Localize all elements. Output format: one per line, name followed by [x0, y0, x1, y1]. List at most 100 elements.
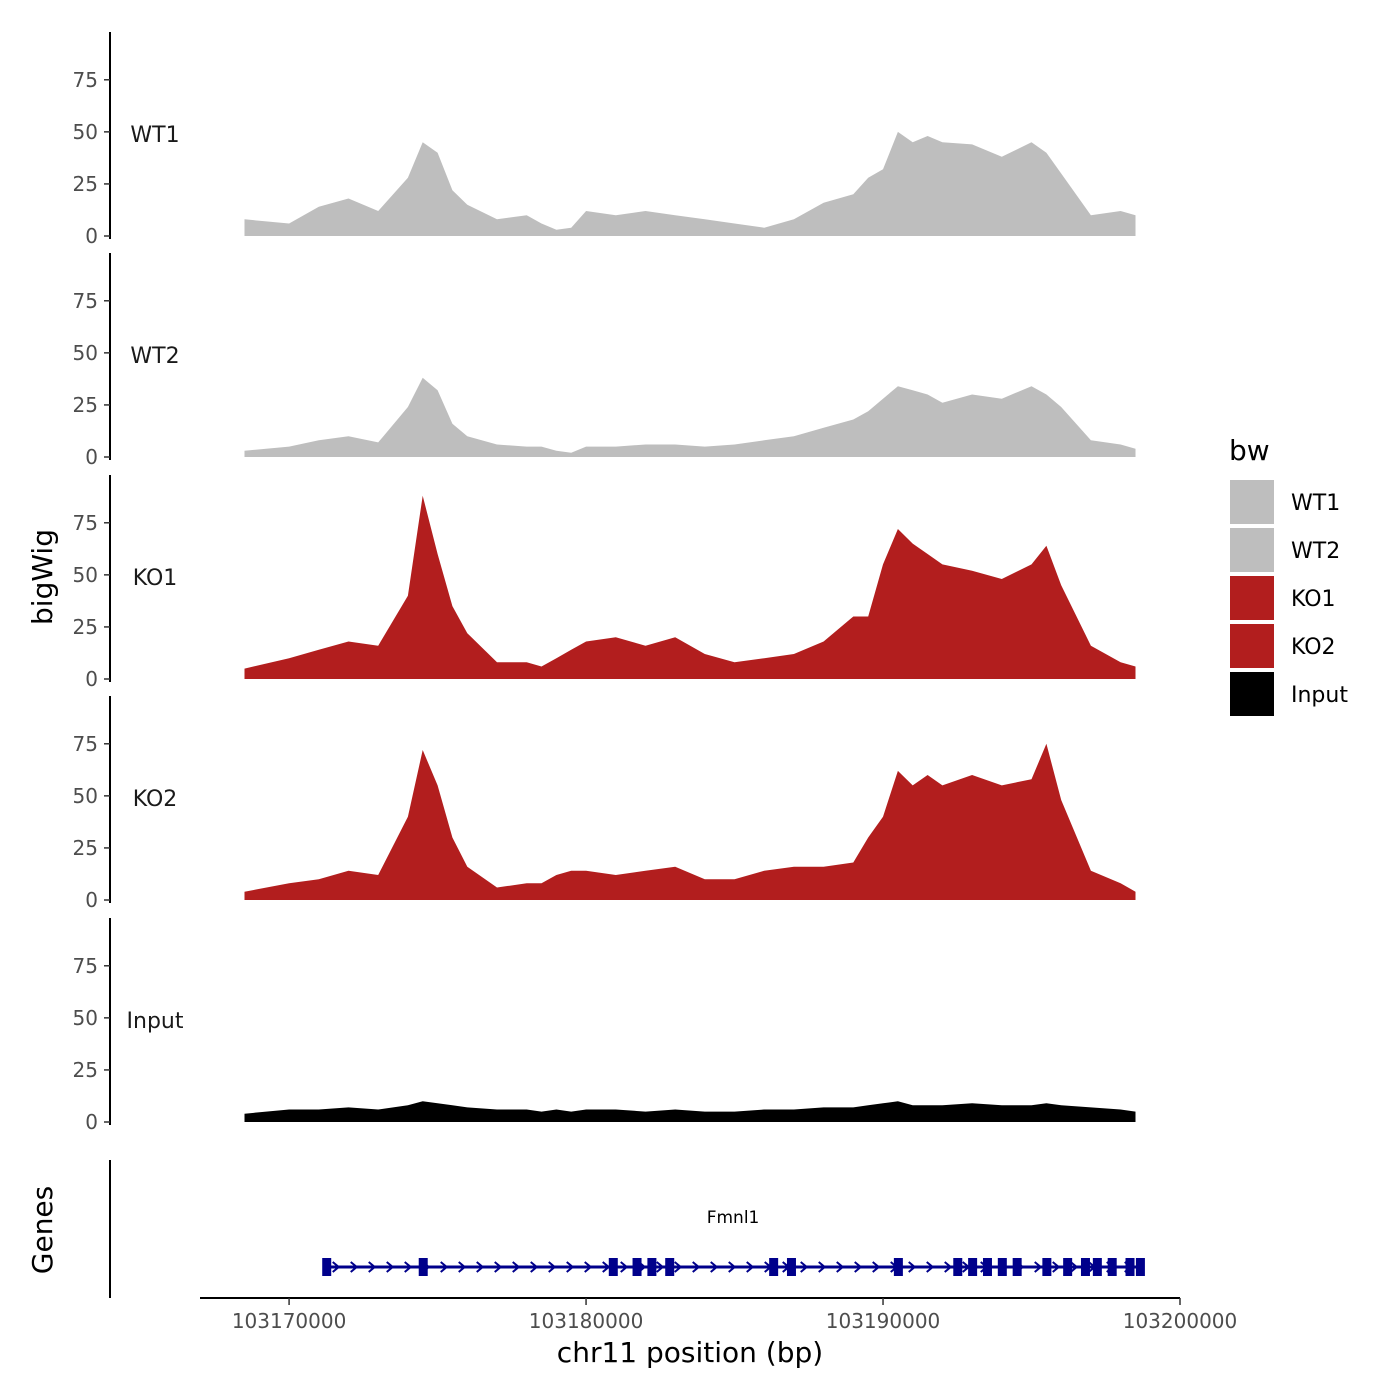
signal-area-ko2 [244, 743, 1136, 900]
x-tick-label: 103170000 [232, 1309, 347, 1333]
signal-area-input [244, 1101, 1136, 1122]
y-tick-label: 75 [73, 289, 98, 313]
strand-arrow [944, 1261, 953, 1273]
strand-arrow [566, 1261, 575, 1273]
legend-label-wt1: WT1 [1291, 491, 1340, 516]
gene-exon [647, 1258, 657, 1276]
strand-arrow [926, 1261, 935, 1273]
strand-arrow [548, 1261, 557, 1273]
y-tick-label: 50 [73, 341, 98, 365]
gene-model [322, 1258, 1145, 1276]
strand-arrow [746, 1261, 755, 1273]
legend: bw WT1 WT2 KO1 KO2 Input [1229, 434, 1348, 716]
gene-exon [1012, 1258, 1022, 1276]
y-tick-label: 25 [73, 393, 98, 417]
gene-exon [632, 1258, 642, 1276]
track-label-ko2: KO2 [133, 787, 178, 812]
gene-exon [1107, 1258, 1117, 1276]
gene-exon [1092, 1258, 1102, 1276]
track-label-input: Input [127, 1009, 184, 1034]
y-tick-label: 50 [73, 1006, 98, 1030]
strand-arrow [332, 1261, 341, 1273]
track-wt1: 0 25 50 75 WT1 [73, 32, 1136, 248]
y-tick-label: 75 [73, 511, 98, 535]
gene-exon [322, 1258, 332, 1276]
strand-arrow [530, 1261, 539, 1273]
gene-exon [418, 1258, 428, 1276]
gene-exon [1135, 1258, 1145, 1276]
y-tick-label: 0 [85, 224, 98, 248]
track-input: 0 25 50 75 Input [73, 918, 1136, 1134]
gene-exon [893, 1258, 903, 1276]
strand-arrow [584, 1261, 593, 1273]
track-wt2: 0 25 50 75 WT2 [73, 253, 1136, 469]
signal-area-wt2 [244, 377, 1136, 457]
strand-arrow [710, 1261, 719, 1273]
x-axis: 103170000 103180000 103190000 103200000 [200, 1297, 1238, 1333]
strand-arrow [368, 1261, 377, 1273]
legend-title: bw [1229, 434, 1270, 467]
legend-label-input: Input [1291, 683, 1348, 708]
strand-arrow [620, 1261, 629, 1273]
strand-arrow [476, 1261, 485, 1273]
legend-label-ko1: KO1 [1291, 587, 1336, 612]
legend-swatch-wt2 [1230, 528, 1274, 572]
gene-exon [1080, 1258, 1090, 1276]
track-ko2: 0 25 50 75 KO2 [73, 696, 1136, 912]
strand-arrow [512, 1261, 521, 1273]
y-tick-label: 50 [73, 784, 98, 808]
strand-arrow [404, 1261, 413, 1273]
y-tick-label: 50 [73, 563, 98, 587]
strand-arrow [458, 1261, 467, 1273]
legend-label-wt2: WT2 [1291, 539, 1340, 564]
genes-panel: Genes Fmnl1 [26, 1160, 1145, 1298]
y-tick-label: 25 [73, 1058, 98, 1082]
strand-arrow [602, 1261, 611, 1273]
y-tick-label: 0 [85, 445, 98, 469]
x-tick-label: 103200000 [1123, 1309, 1238, 1333]
y-tick-label: 0 [85, 1110, 98, 1134]
gene-name-label: Fmnl1 [707, 1208, 760, 1228]
strand-arrow [656, 1261, 665, 1273]
y-tick-label: 50 [73, 120, 98, 144]
gene-exon [665, 1258, 675, 1276]
gene-exon [953, 1258, 963, 1276]
y-tick-label: 25 [73, 172, 98, 196]
y-tick-label: 75 [73, 732, 98, 756]
strand-arrow [818, 1261, 827, 1273]
legend-label-ko2: KO2 [1291, 635, 1336, 660]
strand-arrow [674, 1261, 683, 1273]
gene-exon [1125, 1258, 1135, 1276]
strand-arrow [854, 1261, 863, 1273]
strand-arrow [836, 1261, 845, 1273]
track-ko1: 0 25 50 75 KO1 [73, 475, 1136, 691]
strand-arrow [1034, 1261, 1043, 1273]
legend-swatch-ko2 [1230, 624, 1274, 668]
y-axis-title: bigWig [26, 529, 59, 625]
track-label-ko1: KO1 [133, 566, 178, 591]
strand-arrow [800, 1261, 809, 1273]
x-tick-label: 103180000 [529, 1309, 644, 1333]
gene-exon [786, 1258, 796, 1276]
strand-arrow [908, 1261, 917, 1273]
y-tick-label: 0 [85, 667, 98, 691]
track-label-wt1: WT1 [130, 123, 179, 148]
gene-exon [997, 1258, 1007, 1276]
strand-arrow [692, 1261, 701, 1273]
gene-exon [608, 1258, 618, 1276]
x-tick-label: 103190000 [826, 1309, 941, 1333]
tracks-layer: 0 25 50 75 WT1 0 25 50 75 WT2 0 25 50 75 KO1 0 25 50 75 KO2… [73, 32, 1136, 1134]
strand-arrow [494, 1261, 503, 1273]
y-tick-label: 75 [73, 954, 98, 978]
y-tick-label: 0 [85, 888, 98, 912]
legend-swatch-wt1 [1230, 480, 1274, 524]
gene-exon [1063, 1258, 1073, 1276]
y-tick-label: 25 [73, 836, 98, 860]
y-tick-label: 25 [73, 615, 98, 639]
strand-arrow [1052, 1261, 1061, 1273]
gene-exon [1042, 1258, 1052, 1276]
strand-arrow [386, 1261, 395, 1273]
strand-arrow [1070, 1261, 1079, 1273]
x-axis-title: chr11 position (bp) [557, 1336, 823, 1369]
signal-area-ko1 [244, 495, 1136, 679]
